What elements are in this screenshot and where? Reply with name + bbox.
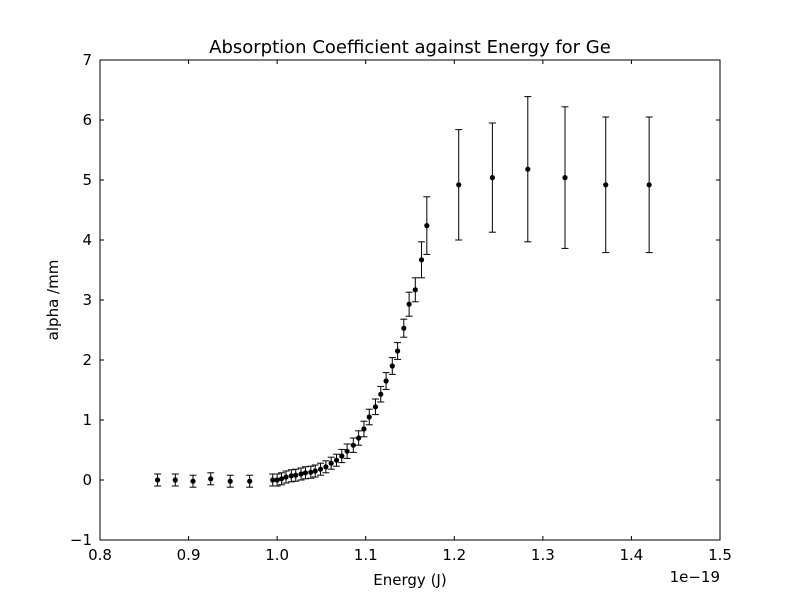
data-point: [424, 223, 430, 229]
data-point: [317, 466, 324, 472]
data-point: [323, 464, 329, 470]
data-point: [298, 471, 304, 477]
data-points: [154, 166, 652, 484]
data-point: [283, 474, 289, 480]
data-point: [418, 257, 425, 263]
data-point: [646, 182, 652, 188]
data-point: [288, 473, 294, 479]
data-point: [395, 348, 401, 354]
data-point: [372, 404, 379, 410]
data-point: [366, 414, 372, 420]
data-point: [350, 442, 356, 448]
data-point: [344, 448, 350, 454]
x-tick-label: 0.8: [88, 546, 112, 564]
x-tick-label: 1.3: [531, 546, 555, 564]
data-point: [208, 476, 214, 482]
x-axis-offset-label: 1e−19: [670, 568, 720, 586]
x-tick-label: 1.4: [619, 546, 643, 564]
x-axis-label: Energy (J): [373, 571, 446, 589]
y-tick-label: 7: [82, 51, 92, 69]
y-tick-label: 1: [82, 411, 92, 429]
data-point: [562, 175, 568, 181]
data-point: [154, 477, 161, 483]
data-point: [456, 182, 462, 188]
data-point: [274, 477, 280, 483]
x-tick-label: 1.5: [708, 546, 732, 564]
data-point: [308, 469, 314, 475]
data-point: [302, 470, 309, 476]
data-point: [361, 426, 367, 432]
y-tick-label: 4: [82, 231, 92, 249]
data-point: [312, 468, 318, 474]
data-point: [383, 378, 389, 384]
data-point: [278, 476, 285, 482]
y-tick-label: −1: [70, 531, 92, 549]
x-tick-label: 0.9: [177, 546, 201, 564]
axis-ticks: 0.8 0.9 1.0 1.1 1.2 1.3 1.4 1.5 −1 0 1 2 3 4 5 6 7: [70, 51, 732, 564]
y-tick-label: 5: [82, 171, 92, 189]
data-point: [525, 166, 531, 172]
y-tick-label: 2: [82, 351, 92, 369]
x-tick-label: 1.0: [265, 546, 289, 564]
data-point: [293, 472, 299, 478]
data-point: [401, 325, 407, 331]
data-point: [412, 287, 418, 293]
data-point: [378, 391, 384, 397]
data-point: [356, 435, 362, 441]
y-axis-label: alpha /mm: [44, 260, 62, 341]
data-point: [339, 453, 345, 459]
chart-title: Absorption Coefficient against Energy fo…: [209, 37, 611, 58]
data-point: [389, 363, 395, 369]
data-point: [406, 301, 412, 307]
data-point: [328, 460, 334, 466]
data-point: [227, 478, 233, 484]
data-point: [172, 477, 178, 483]
y-tick-label: 0: [82, 471, 92, 489]
x-tick-label: 1.1: [354, 546, 378, 564]
data-point: [603, 182, 609, 188]
data-point: [333, 457, 340, 463]
y-tick-label: 6: [82, 111, 92, 129]
x-tick-label: 1.2: [442, 546, 466, 564]
data-point: [270, 477, 276, 483]
data-point: [190, 478, 196, 484]
plot-area-frame: [99, 59, 721, 541]
data-point: [489, 175, 495, 181]
y-tick-label: 3: [82, 291, 92, 309]
data-point: [247, 478, 253, 484]
